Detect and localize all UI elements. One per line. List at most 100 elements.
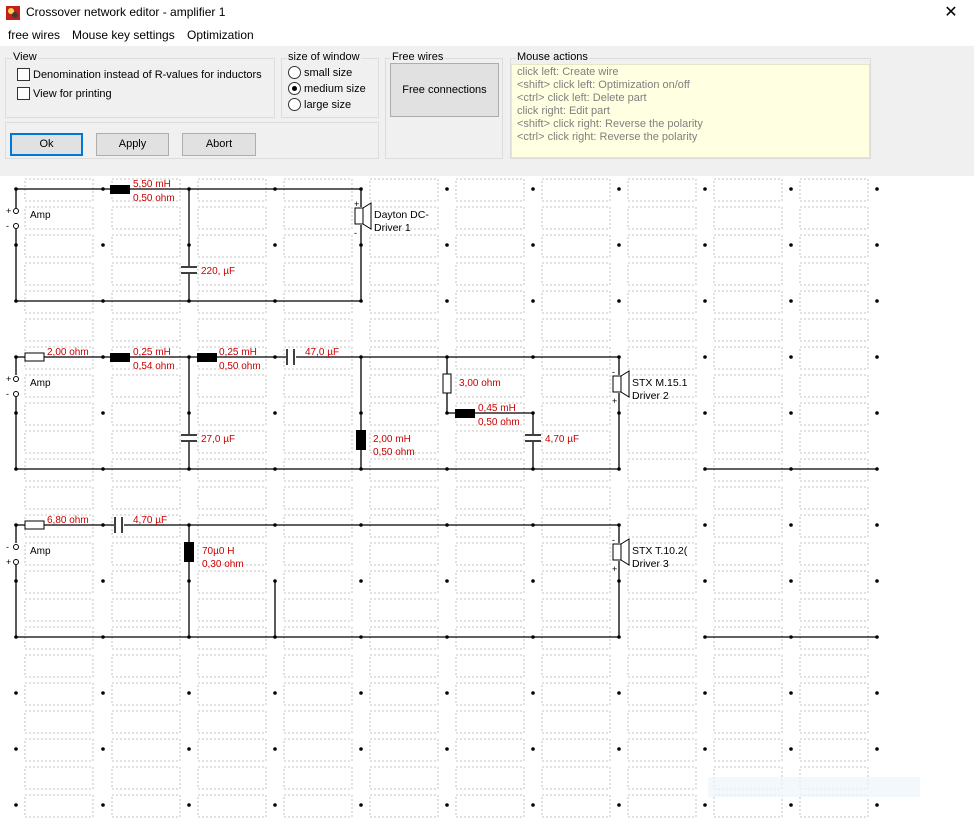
medium-size-radio[interactable]: medium size xyxy=(288,82,366,95)
wire[interactable] xyxy=(16,561,620,638)
empty-slot[interactable] xyxy=(799,598,869,622)
small-size-radio[interactable]: small size xyxy=(288,66,352,79)
empty-slot[interactable] xyxy=(455,598,525,622)
empty-slot[interactable] xyxy=(24,486,94,510)
empty-slot[interactable] xyxy=(197,458,267,482)
empty-slot[interactable] xyxy=(24,290,94,314)
empty-slot[interactable] xyxy=(111,626,181,650)
empty-slot[interactable] xyxy=(197,682,267,706)
empty-slot[interactable] xyxy=(369,262,439,286)
empty-slot[interactable] xyxy=(111,374,181,398)
empty-slot[interactable] xyxy=(283,738,353,762)
empty-slot[interactable] xyxy=(283,794,353,818)
connection-node[interactable] xyxy=(789,299,793,303)
connection-node[interactable] xyxy=(273,691,277,695)
empty-slot[interactable] xyxy=(713,710,783,734)
ok-button[interactable]: Ok xyxy=(10,133,83,156)
connection-node[interactable] xyxy=(875,579,879,583)
connection-node[interactable] xyxy=(789,691,793,695)
empty-slot[interactable] xyxy=(111,262,181,286)
empty-slot[interactable] xyxy=(455,318,525,342)
empty-slot[interactable] xyxy=(24,458,94,482)
empty-slot[interactable] xyxy=(713,654,783,678)
empty-slot[interactable] xyxy=(111,318,181,342)
empty-slot[interactable] xyxy=(541,654,611,678)
menu-optimization[interactable]: Optimization xyxy=(187,28,254,42)
empty-slot[interactable] xyxy=(799,710,869,734)
wire[interactable] xyxy=(16,356,620,375)
empty-slot[interactable] xyxy=(197,374,267,398)
connection-node[interactable] xyxy=(875,187,879,191)
empty-slot[interactable] xyxy=(455,374,525,398)
connection-node[interactable] xyxy=(101,411,105,415)
connection-node[interactable] xyxy=(789,187,793,191)
inductor-shunt[interactable] xyxy=(184,542,194,562)
empty-slot[interactable] xyxy=(627,766,697,790)
empty-slot[interactable] xyxy=(541,178,611,202)
connection-node[interactable] xyxy=(187,803,191,807)
connection-node[interactable] xyxy=(703,355,707,359)
empty-slot[interactable] xyxy=(24,570,94,594)
connection-node[interactable] xyxy=(531,299,535,303)
connection-node[interactable] xyxy=(617,299,621,303)
empty-slot[interactable] xyxy=(197,710,267,734)
empty-slot[interactable] xyxy=(369,626,439,650)
empty-slot[interactable] xyxy=(541,794,611,818)
empty-slot[interactable] xyxy=(283,458,353,482)
connection-node[interactable] xyxy=(359,691,363,695)
empty-slot[interactable] xyxy=(197,570,267,594)
menu-mouse-key-settings[interactable]: Mouse key settings xyxy=(72,28,175,42)
empty-slot[interactable] xyxy=(24,542,94,566)
connection-node[interactable] xyxy=(445,691,449,695)
capacitor-notch[interactable] xyxy=(525,434,541,442)
empty-slot[interactable] xyxy=(197,318,267,342)
empty-slot[interactable] xyxy=(369,318,439,342)
empty-slot[interactable] xyxy=(455,710,525,734)
empty-slot[interactable] xyxy=(799,206,869,230)
empty-slot[interactable] xyxy=(713,346,783,370)
connection-nodes[interactable] xyxy=(14,187,879,807)
empty-slot[interactable] xyxy=(455,234,525,258)
empty-slot[interactable] xyxy=(24,654,94,678)
connection-node[interactable] xyxy=(359,579,363,583)
empty-slot[interactable] xyxy=(799,514,869,538)
empty-slot[interactable] xyxy=(283,766,353,790)
empty-part-slots[interactable] xyxy=(24,178,869,818)
capacitor-series[interactable] xyxy=(114,517,124,533)
empty-slot[interactable] xyxy=(713,290,783,314)
empty-slot[interactable] xyxy=(24,738,94,762)
empty-slot[interactable] xyxy=(111,290,181,314)
empty-slot[interactable] xyxy=(455,430,525,454)
empty-slot[interactable] xyxy=(197,290,267,314)
empty-slot[interactable] xyxy=(283,290,353,314)
empty-slot[interactable] xyxy=(627,262,697,286)
connection-node[interactable] xyxy=(875,523,879,527)
wire[interactable] xyxy=(16,393,620,470)
wires[interactable] xyxy=(15,188,877,638)
connection-node[interactable] xyxy=(703,411,707,415)
empty-slot[interactable] xyxy=(799,402,869,426)
empty-slot[interactable] xyxy=(799,430,869,454)
empty-slot[interactable] xyxy=(541,402,611,426)
empty-slot[interactable] xyxy=(713,514,783,538)
connection-node[interactable] xyxy=(703,803,707,807)
inductor-shunt[interactable] xyxy=(356,430,366,450)
empty-slot[interactable] xyxy=(369,766,439,790)
empty-slot[interactable] xyxy=(111,234,181,258)
inductor-l1[interactable] xyxy=(110,353,130,362)
connection-node[interactable] xyxy=(789,747,793,751)
connection-node[interactable] xyxy=(445,299,449,303)
empty-slot[interactable] xyxy=(369,682,439,706)
empty-slot[interactable] xyxy=(713,682,783,706)
empty-slot[interactable] xyxy=(111,430,181,454)
empty-slot[interactable] xyxy=(541,262,611,286)
connection-node[interactable] xyxy=(187,691,191,695)
empty-slot[interactable] xyxy=(713,374,783,398)
empty-slot[interactable] xyxy=(283,374,353,398)
empty-slot[interactable] xyxy=(197,234,267,258)
empty-slot[interactable] xyxy=(627,710,697,734)
denomination-checkbox[interactable]: Denomination instead of R-values for ind… xyxy=(17,68,262,81)
connection-node[interactable] xyxy=(703,299,707,303)
empty-slot[interactable] xyxy=(369,514,439,538)
wire[interactable] xyxy=(16,188,362,207)
